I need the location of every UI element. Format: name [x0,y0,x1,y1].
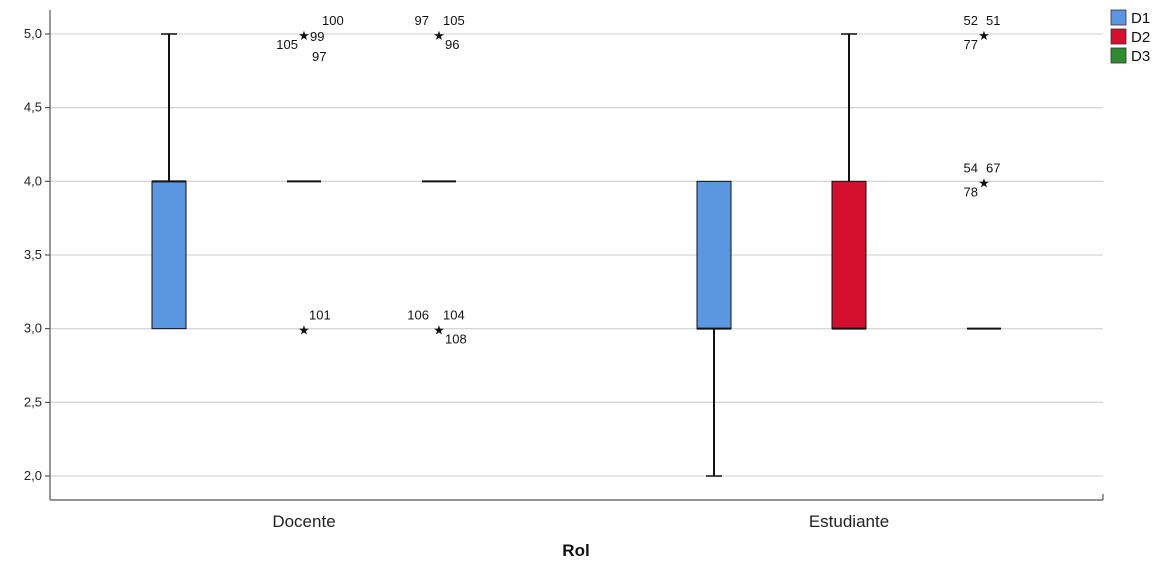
boxes [151,33,1001,477]
outlier-marker: ★ [433,28,445,43]
outlier-marker: ★ [978,28,990,43]
outlier-marker: ★ [433,323,445,338]
y-tick-label: 3,5 [24,247,42,262]
y-tick-label: 4,5 [24,100,42,115]
outlier-marker: ★ [298,323,310,338]
box-d1 [696,180,732,330]
legend: D1 D2 D3 [1110,9,1150,65]
y-tick-label: 5,0 [24,26,42,41]
outlier-label: 51 [986,13,1000,28]
legend-swatch-d3 [1110,47,1127,64]
outlier-label: 105 [443,13,465,28]
outlier-marker: ★ [978,175,990,190]
legend-swatch-d1 [1110,9,1127,26]
outlier-label: 100 [322,13,344,28]
outlier-label: 106 [407,308,429,323]
outlier-label: 101 [309,308,331,323]
outlier-label: 96 [445,37,459,52]
legend-label-d1: D1 [1131,10,1150,27]
x-axis-title: Rol [562,541,589,560]
outlier-label: 77 [964,37,978,52]
y-tick-label: 2,0 [24,468,42,483]
legend-label-d2: D2 [1131,29,1150,46]
legend-label-d3: D3 [1131,48,1150,65]
box-d1 [151,180,187,330]
y-tick-label: 4,0 [24,173,42,188]
outlier-label: 97 [312,49,326,64]
axes: 2,0 2,5 3,0 3,5 4,0 4,5 5,0 Docente Estudiante [24,10,1104,531]
outlier-label: 108 [445,332,467,347]
outlier-label: 78 [964,184,978,199]
legend-swatch-d2 [1110,28,1127,45]
y-tick-label: 3,0 [24,321,42,336]
gridlines [50,33,1103,477]
outlier-marker: ★ [298,28,310,43]
outlier-label: 104 [443,308,465,323]
outlier-label: 67 [986,160,1000,175]
outlier-label: 99 [310,29,324,44]
outlier-label: 105 [276,37,298,52]
outlier-label: 97 [415,13,429,28]
outlier-label: 52 [964,13,978,28]
box-d2 [831,180,867,330]
outlier-label: 54 [964,160,978,175]
y-tick-label: 2,5 [24,394,42,409]
x-tick-label: Estudiante [809,512,889,531]
x-tick-label: Docente [272,512,335,531]
